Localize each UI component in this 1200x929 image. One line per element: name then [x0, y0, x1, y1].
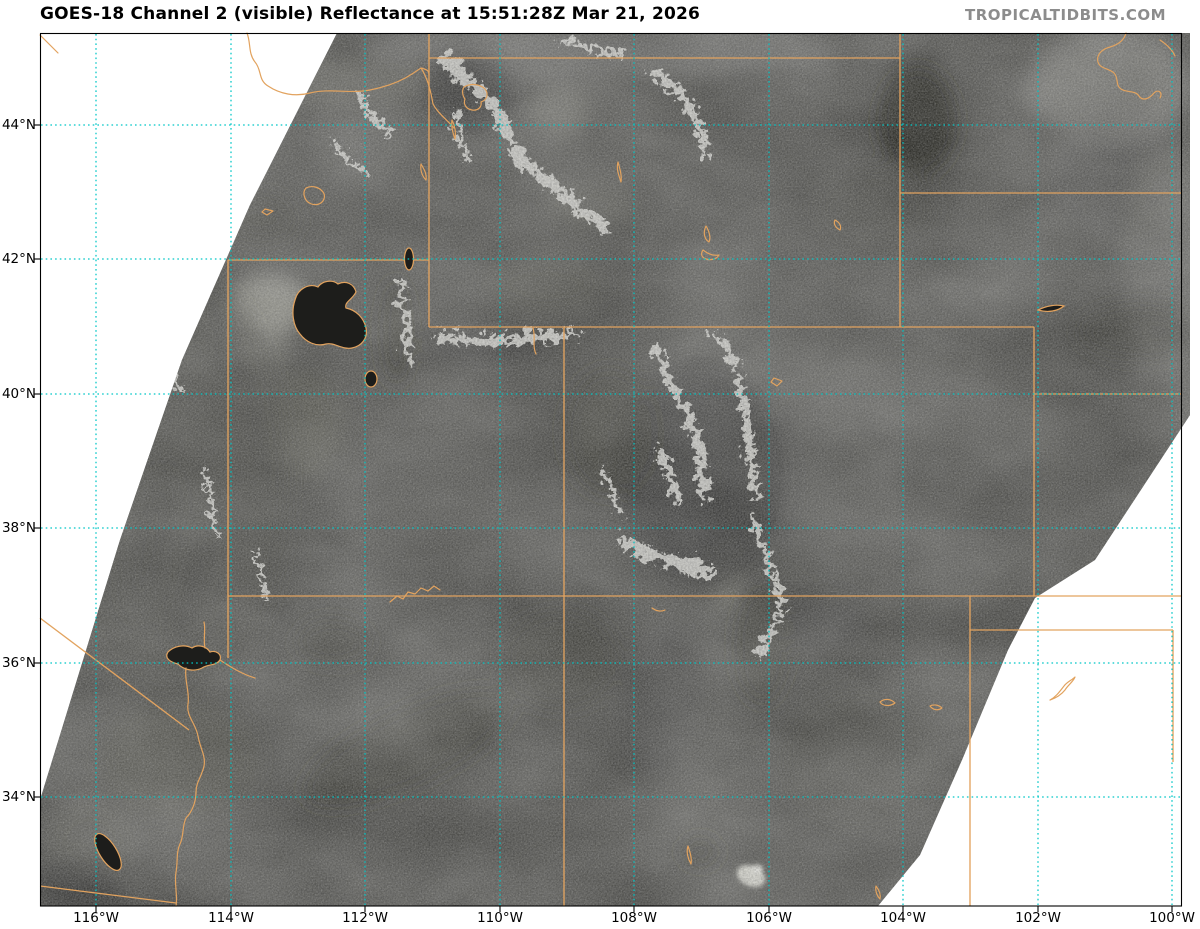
missouri-river-spur	[1159, 39, 1176, 57]
border-fragment-topleft	[39, 34, 59, 54]
lat-tick-label: 36°N	[1, 655, 36, 671]
seminoe-reservoir	[701, 249, 720, 261]
lake-granby	[770, 377, 783, 387]
great-salt-lake	[292, 280, 367, 349]
grain-dark-texture	[40, 33, 1190, 906]
axis-ticks	[34, 124, 1173, 912]
conchas-lake	[879, 698, 896, 707]
small-lake-newmexico	[875, 885, 881, 900]
lon-tick-label: 112°W	[342, 910, 388, 926]
small-lake-idaho	[261, 208, 274, 216]
lat-tick-label: 34°N	[1, 789, 36, 805]
glendo-reservoir	[833, 219, 842, 231]
navajo-reservoir	[651, 607, 666, 612]
palisades-reservoir	[420, 163, 427, 181]
border-idaho-montana-divide	[246, 32, 430, 96]
tropicaltidbits-watermark: TROPICALTIDBITS.COM	[965, 6, 1166, 24]
state-borders	[39, 32, 1182, 906]
jackson-lake	[451, 119, 456, 140]
border-california-nevada-diagonal	[39, 617, 190, 731]
lat-tick-label: 42°N	[1, 251, 36, 267]
pathfinder-reservoir	[703, 225, 711, 243]
colorado-river-south	[174, 667, 205, 907]
rivers-and-lakes	[94, 32, 1176, 907]
lon-tick-label: 106°W	[746, 910, 792, 926]
lake-meredith	[1049, 676, 1076, 701]
plot-border	[39, 32, 1183, 907]
lon-tick-label: 116°W	[73, 910, 119, 926]
santa-rosa-lake	[929, 704, 943, 711]
american-falls-reservoir	[303, 186, 325, 206]
border-us-mexico	[39, 885, 177, 904]
missouri-river	[1097, 32, 1162, 100]
utah-lake	[364, 370, 378, 388]
lake-mcconaughy	[1036, 304, 1066, 312]
colorado-river-grand-canyon	[219, 659, 256, 679]
overton-arm	[203, 621, 206, 649]
lon-tick-label: 100°W	[1149, 910, 1195, 926]
salton-sea	[94, 833, 122, 871]
lon-tick-label: 110°W	[477, 910, 523, 926]
lat-tick-label: 40°N	[1, 386, 36, 402]
lon-tick-label: 114°W	[208, 910, 254, 926]
snake-river-upper	[420, 67, 455, 129]
figure-title: GOES-18 Channel 2 (visible) Reflectance …	[40, 4, 701, 24]
elephant-butte-reservoir	[686, 845, 692, 865]
lat-tick-label: 38°N	[1, 520, 36, 536]
lon-tick-label: 108°W	[611, 910, 657, 926]
lon-tick-label: 102°W	[1015, 910, 1061, 926]
flaming-gorge-reservoir	[532, 327, 537, 355]
yellowstone-lake	[462, 83, 488, 111]
lon-tick-label: 104°W	[880, 910, 926, 926]
lat-tick-label: 44°N	[1, 117, 36, 133]
lake-powell	[389, 585, 441, 603]
graticule-grid	[41, 34, 1181, 905]
bighorn-lake	[616, 161, 622, 183]
